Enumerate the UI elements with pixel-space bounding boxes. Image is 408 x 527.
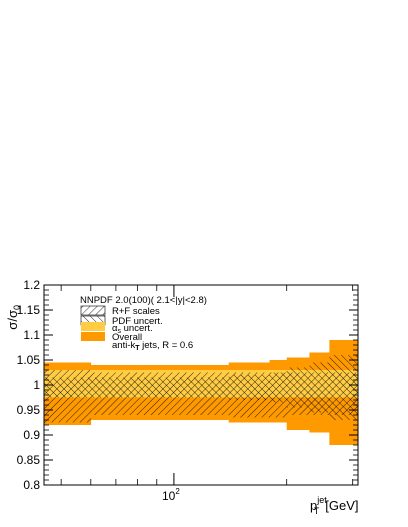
y-axis: 0.8 0.85 0.9 0.95 1 1.05 1.1 1.15 1.2: [17, 278, 358, 492]
legend-footer-post: jets, R = 0.6: [140, 340, 194, 351]
x-axis-title-main: p: [310, 498, 317, 513]
y-tick-label: 1: [33, 378, 40, 392]
legend-label-alphas-tail: uncert.: [121, 323, 153, 334]
y-tick-label: 1.2: [23, 278, 40, 292]
band-pdf-uncert-bin-3: [189, 377, 229, 398]
y-axis-title: σ/σ0: [5, 305, 22, 330]
x-axis-title-sub: T: [314, 506, 320, 516]
y-tick-label: 0.8: [23, 478, 40, 492]
band-pdf-uncert-bin-1: [90, 377, 138, 398]
legend-footer-pre: anti-k: [112, 340, 135, 351]
legend-footer-sub: T: [135, 345, 140, 352]
legend: NNPDF 2.0(100)( 2.1<|y|<2.8) R+F scales …: [80, 295, 207, 352]
legend-swatch-alphas-uncert: [81, 322, 105, 331]
legend-header: NNPDF 2.0(100)( 2.1<|y|<2.8): [80, 295, 207, 306]
x-axis-title: pjet T [GeV]: [310, 495, 359, 516]
legend-label-alphas-main: α: [112, 323, 118, 334]
y-axis-title-main: σ/σ: [5, 310, 20, 330]
legend-label-alphas-uncert: αs uncert.: [112, 323, 153, 335]
legend-footer: anti-kT jets, R = 0.6: [112, 340, 193, 352]
band-pdf-uncert-bin-7: [309, 362, 330, 413]
legend-label-alphas-sub: s: [118, 328, 122, 335]
legend-swatch-overall: [81, 332, 105, 341]
y-tick-label: 1.1: [23, 328, 40, 342]
legend-swatch-rf-scales: [80, 305, 106, 316]
band-pdf-uncert-bin-8: [329, 355, 358, 420]
x-tick-label: 102: [162, 487, 180, 503]
band-pdf-uncert-bin-4: [228, 375, 270, 400]
x-axis-title-sup: jet: [316, 495, 327, 505]
band-pdf-uncert-bin-5: [269, 372, 287, 403]
y-tick-label: 0.95: [17, 403, 41, 417]
y-axis-title-sub: 0: [12, 305, 22, 310]
y-tick-label: 1.05: [17, 353, 41, 367]
legend-label-pdf-uncert: PDF uncert.: [112, 316, 163, 327]
x-tick-label-base: 10: [162, 489, 176, 503]
bands-layer: [44, 340, 358, 445]
legend-label-rf-scales: R+F scales: [112, 306, 160, 317]
band-pdf-uncert-bin-2: [137, 377, 190, 398]
y-tick-label: 0.85: [17, 453, 41, 467]
band-pdf-uncert-bin-6: [286, 367, 310, 408]
band-pdf-uncert-bin-0: [44, 377, 92, 398]
y-tick-label: 0.9: [23, 428, 40, 442]
x-tick-label-exp: 2: [175, 487, 180, 496]
x-axis: 102: [60, 285, 354, 503]
y-tick-label: 1.15: [17, 303, 41, 317]
legend-label-overall: Overall: [112, 332, 142, 343]
x-axis-title-unit: [GeV]: [325, 498, 358, 513]
